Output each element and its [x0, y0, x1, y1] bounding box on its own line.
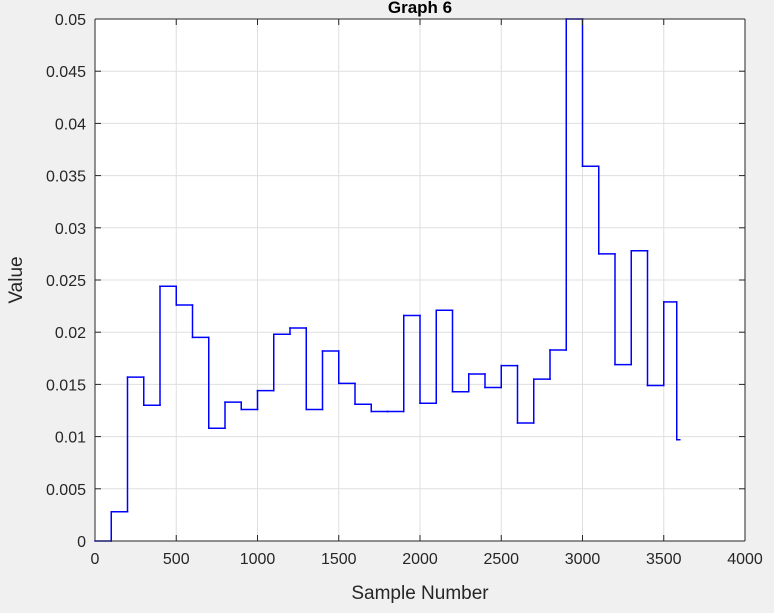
y-tick-label: 0.02 — [55, 325, 86, 342]
x-tick-label: 2500 — [483, 551, 519, 568]
x-tick-label: 500 — [163, 551, 190, 568]
y-tick-label: 0.005 — [46, 482, 86, 499]
x-tick-label: 1500 — [321, 551, 357, 568]
x-tick-label: 2000 — [402, 551, 438, 568]
x-axis-label: Sample Number — [351, 583, 489, 604]
y-tick-label: 0.05 — [55, 12, 86, 29]
x-tick-label: 0 — [91, 551, 100, 568]
y-tick-label: 0.045 — [46, 64, 86, 81]
y-axis-label: Value — [6, 256, 27, 303]
x-tick-label: 3500 — [646, 551, 682, 568]
x-axis-ticks: 0 500 1000 1500 2000 2500 3000 3500 4000 — [91, 19, 763, 568]
chart-title: Graph 6 — [388, 0, 452, 17]
y-tick-label: 0.015 — [46, 377, 86, 394]
x-tick-label: 1000 — [240, 551, 276, 568]
data-series — [94, 18, 681, 542]
y-axis-ticks: 0 0.005 0.01 0.015 0.02 0.025 0.03 0.035 0.04 0.0… — [46, 12, 745, 551]
y-tick-label: 0.025 — [46, 273, 86, 290]
y-tick-label: 0 — [77, 534, 86, 551]
y-tick-label: 0.03 — [55, 221, 86, 238]
x-tick-label: 4000 — [727, 551, 763, 568]
y-tick-label: 0.035 — [46, 169, 86, 186]
x-tick-label: 3000 — [565, 551, 601, 568]
y-tick-label: 0.04 — [55, 116, 86, 133]
y-tick-label: 0.01 — [55, 430, 86, 447]
